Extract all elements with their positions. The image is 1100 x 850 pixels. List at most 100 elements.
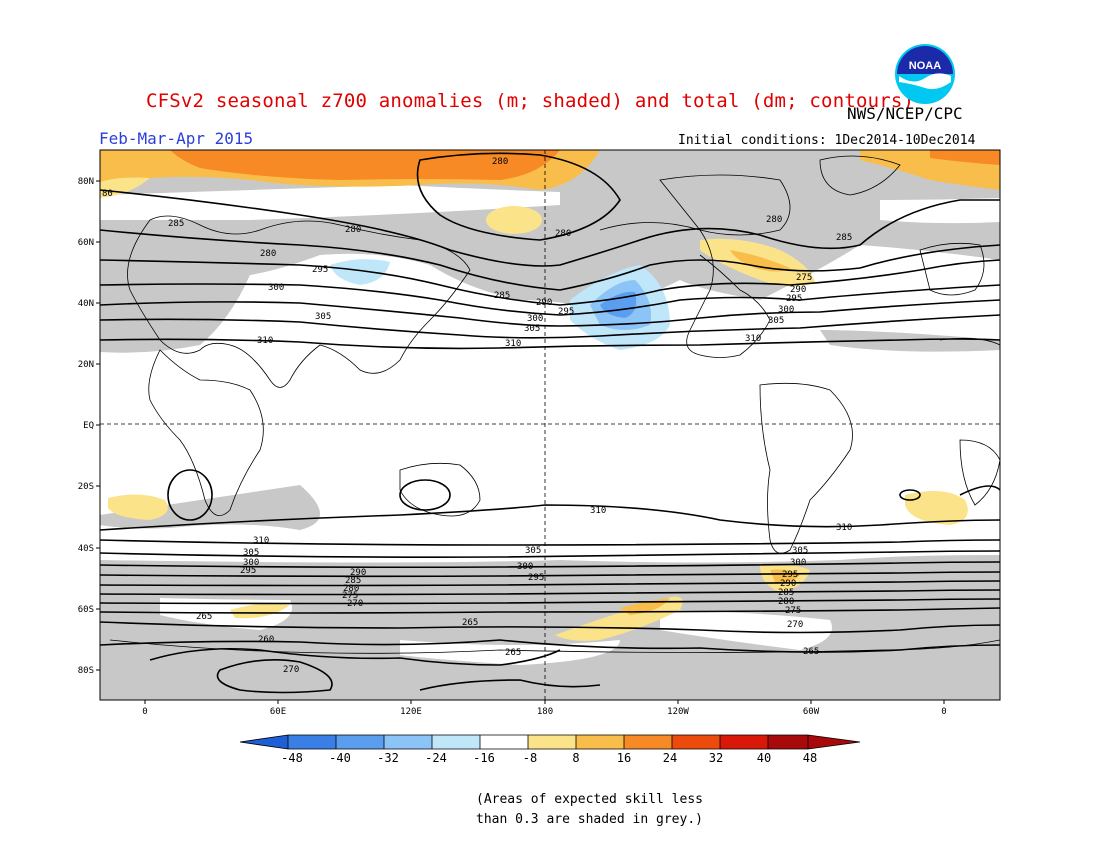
colorbar-tick: -32 bbox=[377, 751, 399, 765]
contour-label: 285 bbox=[494, 291, 510, 301]
colorbar-swatch bbox=[672, 735, 720, 749]
contour-label: 285 bbox=[168, 219, 184, 229]
contour-label: 80 bbox=[102, 189, 113, 199]
latitude-axis: 80N 60N 40N 20N EQ 20S 40S 60S 80S bbox=[78, 177, 94, 676]
org-label: NWS/NCEP/CPC bbox=[847, 104, 963, 123]
lat-label: 60S bbox=[78, 605, 94, 615]
lat-label: 40S bbox=[78, 544, 94, 554]
lon-label: 0 bbox=[941, 707, 946, 717]
contour-label: 295 bbox=[240, 566, 256, 576]
initial-conditions-label: Initial conditions: 1Dec2014-10Dec2014 bbox=[678, 133, 976, 148]
contour-label: 310 bbox=[505, 339, 521, 349]
footnote-line: than 0.3 are shaded in grey.) bbox=[476, 812, 703, 827]
contour-label: 295 bbox=[528, 573, 544, 583]
lat-label: EQ bbox=[83, 421, 94, 431]
contour-label: 295 bbox=[782, 570, 798, 580]
lat-label: 20N bbox=[78, 360, 94, 370]
lat-label: 20S bbox=[78, 482, 94, 492]
colorbar-tick: -8 bbox=[523, 751, 537, 765]
colorbar-tick: -40 bbox=[329, 751, 351, 765]
contour-label: 280 bbox=[555, 229, 571, 239]
colorbar-tick: 16 bbox=[617, 751, 631, 765]
reference-lines bbox=[100, 150, 1000, 700]
noaa-logo-icon: NOAA bbox=[895, 44, 955, 104]
lon-label: 180 bbox=[537, 707, 553, 717]
contour-label: 310 bbox=[590, 506, 606, 516]
lon-label: 60E bbox=[270, 707, 286, 717]
contour-label: 260 bbox=[258, 635, 274, 645]
colorbar-swatch bbox=[336, 735, 384, 749]
colorbar-tick: -16 bbox=[473, 751, 495, 765]
contour-label: 280 bbox=[492, 157, 508, 167]
colorbar-high-arrow bbox=[768, 735, 860, 749]
contour-label: 305 bbox=[243, 548, 259, 558]
contour-label: 310 bbox=[253, 536, 269, 546]
contour-label: 300 bbox=[268, 283, 284, 293]
lon-label: 0 bbox=[142, 707, 147, 717]
lon-label: 120W bbox=[667, 707, 689, 717]
colorbar-tick: -24 bbox=[425, 751, 447, 765]
colorbar-swatch bbox=[720, 735, 768, 749]
contour-label: 310 bbox=[745, 334, 761, 344]
lat-label: 80S bbox=[78, 666, 94, 676]
contour-label: 300 bbox=[527, 314, 543, 324]
contour-label: 285 bbox=[778, 588, 794, 598]
chart-title: CFSv2 seasonal z700 anomalies (m; shaded… bbox=[146, 90, 915, 112]
contour-label: 280 bbox=[260, 249, 276, 259]
contour-label: 275 bbox=[342, 591, 358, 601]
contour-label: 300 bbox=[790, 558, 806, 568]
contour-label: 285 bbox=[836, 233, 852, 243]
colorbar-tick: 8 bbox=[572, 751, 579, 765]
contour-label: 305 bbox=[524, 324, 540, 334]
colorbar-swatch bbox=[480, 735, 528, 749]
contour-label: 290 bbox=[780, 579, 796, 589]
lat-label: 60N bbox=[78, 238, 94, 248]
colorbar-swatch bbox=[384, 735, 432, 749]
contour-label: 280 bbox=[778, 597, 794, 607]
footnote-line: (Areas of expected skill less bbox=[476, 792, 703, 807]
longitude-ticks bbox=[144, 700, 945, 704]
colorbar-tick: -48 bbox=[281, 751, 303, 765]
contour-label: 300 bbox=[243, 558, 259, 568]
contour-label: 295 bbox=[786, 294, 802, 304]
colorbar-swatch bbox=[288, 735, 336, 749]
colorbar-tick: 40 bbox=[757, 751, 771, 765]
colorbar-swatch bbox=[528, 735, 576, 749]
contour-label: 265 bbox=[196, 612, 212, 622]
contour-labels: 280 280 285 280 280 295 300 305 310 285 … bbox=[102, 157, 852, 675]
colorbar-swatch bbox=[624, 735, 672, 749]
lon-label: 60W bbox=[803, 707, 820, 717]
skill-footnote: (Areas of expected skill less than 0.3 a… bbox=[476, 790, 736, 830]
contour-label: 265 bbox=[803, 647, 819, 657]
contour-label: 265 bbox=[505, 648, 521, 658]
contour-label: 270 bbox=[347, 599, 363, 609]
contour-label: 280 bbox=[766, 215, 782, 225]
height-contours bbox=[100, 152, 1000, 694]
longitude-axis: 0 60E 120E 180 120W 60W 0 bbox=[142, 707, 946, 717]
contour-label: 280 bbox=[343, 584, 359, 594]
colorbar-swatch bbox=[576, 735, 624, 749]
contour-label: 300 bbox=[778, 305, 794, 315]
contour-label: 270 bbox=[283, 665, 299, 675]
contour-label: 270 bbox=[787, 620, 803, 630]
contour-label: 305 bbox=[315, 312, 331, 322]
contour-label: 275 bbox=[785, 606, 801, 616]
colorbar-swatch bbox=[432, 735, 480, 749]
contour-label: 265 bbox=[462, 618, 478, 628]
colorbar-low-arrow bbox=[240, 735, 288, 749]
lat-label: 40N bbox=[78, 299, 94, 309]
contour-label: 285 bbox=[345, 576, 361, 586]
contour-label: 280 bbox=[345, 225, 361, 235]
colorbar-tick: 24 bbox=[663, 751, 677, 765]
contour-label: 275 bbox=[796, 273, 812, 283]
anomaly-shading bbox=[100, 150, 1000, 700]
contour-label: 295 bbox=[558, 307, 574, 317]
contour-label: 295 bbox=[312, 265, 328, 275]
colorbar-tick: 48 bbox=[803, 751, 817, 765]
contour-label: 290 bbox=[350, 568, 366, 578]
contour-label: 305 bbox=[768, 316, 784, 326]
period-label: Feb-Mar-Apr 2015 bbox=[99, 129, 254, 148]
contour-label: 310 bbox=[836, 523, 852, 533]
colorbar: -48 -40 -32 -24 -16 -8 8 16 24 32 40 48 bbox=[239, 734, 861, 765]
